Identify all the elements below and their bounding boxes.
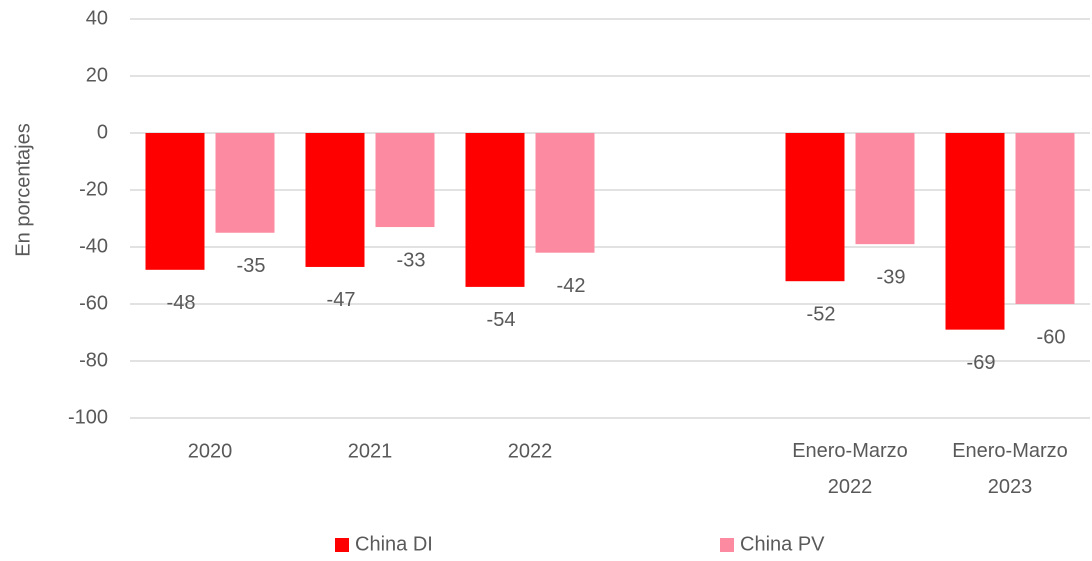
data-label: -33 [397, 249, 426, 271]
data-label: -47 [327, 289, 356, 311]
data-label: -48 [167, 292, 196, 314]
bar [535, 133, 595, 253]
data-label: -39 [877, 266, 906, 288]
legend-swatch [720, 538, 734, 552]
data-label: -69 [967, 352, 996, 374]
bar [855, 133, 915, 245]
bar [1015, 133, 1075, 304]
y-tick-label: 20 [86, 64, 108, 86]
legend-label: China PV [740, 533, 825, 555]
y-tick-label: -60 [79, 292, 108, 314]
y-tick-label: -80 [79, 349, 108, 371]
y-axis-title: En porcentajes [12, 123, 34, 256]
y-tick-label: 0 [97, 121, 108, 143]
data-label: -54 [487, 309, 516, 331]
legend-label: China DI [355, 533, 433, 555]
bar [785, 133, 845, 282]
data-label: -52 [807, 303, 836, 325]
y-tick-label: 40 [86, 7, 108, 29]
x-tick-label: 2020 [188, 440, 233, 462]
bar [375, 133, 435, 228]
bar [145, 133, 205, 270]
data-label: -42 [557, 275, 586, 297]
bar [305, 133, 365, 267]
x-tick-label: 2021 [348, 440, 393, 462]
legend-swatch [335, 538, 349, 552]
data-label: -60 [1037, 326, 1066, 348]
y-tick-label: -100 [68, 406, 108, 428]
x-tick-label: Enero-Marzo 2022 [792, 440, 908, 498]
x-tick-label: Enero-Marzo 2023 [952, 440, 1068, 498]
bar [215, 133, 275, 233]
y-tick-label: -20 [79, 178, 108, 200]
data-label: -35 [237, 255, 266, 277]
bar [945, 133, 1005, 330]
y-tick-label: -40 [79, 235, 108, 257]
x-tick-label: 2022 [508, 440, 553, 462]
bar [465, 133, 525, 287]
